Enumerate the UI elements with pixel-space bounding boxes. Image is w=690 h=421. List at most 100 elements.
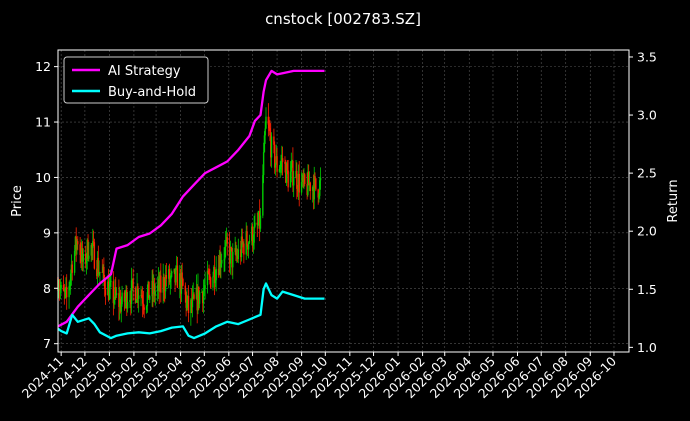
candle-body bbox=[115, 287, 117, 296]
candle-body bbox=[77, 241, 79, 245]
candle-body bbox=[141, 295, 143, 298]
candle-body bbox=[241, 236, 243, 245]
candle-body bbox=[107, 281, 110, 300]
candle-body bbox=[62, 285, 65, 291]
candle-body bbox=[248, 241, 251, 243]
candle-body bbox=[275, 156, 277, 164]
candle-body bbox=[187, 296, 189, 301]
candle-body bbox=[169, 278, 172, 283]
candle-body bbox=[315, 178, 317, 190]
candle-body bbox=[148, 281, 150, 300]
candle-body bbox=[93, 242, 96, 269]
candle-body bbox=[219, 255, 221, 268]
candle-body bbox=[239, 249, 242, 258]
candle-body bbox=[240, 236, 243, 258]
candle-body bbox=[176, 265, 179, 288]
y-axis-right: 1.0 1.5 2.0 2.5 3.0 3.5 bbox=[629, 49, 657, 355]
candle-body bbox=[112, 281, 115, 304]
candle-body bbox=[234, 248, 236, 252]
candle-body bbox=[209, 274, 211, 278]
candle-body bbox=[154, 291, 156, 296]
candle-body bbox=[68, 286, 70, 298]
candle-body bbox=[243, 243, 245, 255]
candle-body bbox=[141, 297, 144, 304]
candle-body bbox=[140, 295, 142, 296]
candle-body bbox=[235, 248, 237, 256]
candle-body bbox=[113, 299, 115, 304]
candle-body bbox=[104, 288, 107, 296]
candle-body bbox=[190, 299, 192, 314]
candle-body bbox=[126, 302, 129, 309]
candle-body bbox=[98, 272, 100, 275]
candle-body bbox=[179, 273, 182, 294]
candle-body bbox=[126, 289, 128, 309]
candle-body bbox=[108, 285, 111, 300]
y-tick-label: 10 bbox=[35, 170, 51, 185]
candle-body bbox=[193, 294, 195, 299]
candle-body bbox=[232, 251, 234, 268]
candle-body bbox=[123, 292, 126, 302]
candle-body bbox=[319, 177, 322, 181]
candle-body bbox=[198, 292, 201, 304]
candle-body bbox=[179, 273, 181, 288]
candle-body bbox=[262, 152, 265, 176]
candle-body bbox=[225, 237, 228, 243]
grid bbox=[58, 50, 629, 352]
candle-body bbox=[259, 215, 262, 229]
candle-body bbox=[103, 266, 105, 278]
candle-body bbox=[58, 289, 61, 291]
candle-body bbox=[69, 273, 72, 282]
candle-body bbox=[157, 278, 160, 286]
candle-body bbox=[273, 144, 276, 168]
candle-body bbox=[298, 173, 300, 193]
candle-body bbox=[58, 289, 60, 292]
candle-body bbox=[80, 254, 82, 262]
candle-body bbox=[317, 189, 319, 198]
candle-body bbox=[202, 290, 205, 304]
candle-body bbox=[274, 163, 277, 168]
candle-body bbox=[69, 281, 71, 287]
candle-body bbox=[173, 268, 175, 273]
candle-body bbox=[159, 275, 161, 291]
series-lines bbox=[57, 69, 325, 340]
candle-body bbox=[236, 255, 238, 257]
candle-body bbox=[224, 242, 227, 247]
candle-body bbox=[251, 226, 253, 242]
candle-body bbox=[88, 255, 90, 259]
y2-tick-label: 2.0 bbox=[637, 224, 657, 239]
candle-body bbox=[215, 268, 217, 281]
candle-body bbox=[292, 178, 295, 186]
candle-body bbox=[90, 245, 92, 256]
candle-body bbox=[231, 248, 233, 268]
candle-body bbox=[76, 241, 78, 250]
candle-body bbox=[120, 304, 122, 312]
candle-body bbox=[82, 253, 85, 262]
candle-body bbox=[91, 245, 93, 248]
candle-body bbox=[196, 287, 198, 311]
candle-body bbox=[265, 116, 267, 129]
candle-body bbox=[247, 242, 250, 250]
candle-body bbox=[270, 135, 272, 158]
candle-body bbox=[156, 285, 159, 292]
candle-body bbox=[197, 286, 199, 311]
candle-body bbox=[191, 296, 194, 308]
candle-body bbox=[115, 293, 118, 296]
candle-body bbox=[281, 158, 284, 162]
candle-body bbox=[304, 174, 306, 185]
legend: AI Strategy Buy-and-Hold bbox=[63, 56, 209, 104]
candle-body bbox=[186, 300, 188, 308]
candle-body bbox=[175, 267, 177, 283]
candle-body bbox=[97, 257, 100, 275]
candle-body bbox=[218, 255, 221, 275]
candle-body bbox=[276, 156, 278, 172]
chart-title: cnstock [002783.SZ] bbox=[265, 10, 421, 28]
candle-body bbox=[171, 272, 173, 274]
candle-body bbox=[103, 277, 106, 289]
candle-body bbox=[92, 241, 95, 243]
candle-body bbox=[306, 184, 308, 195]
candle-body bbox=[99, 271, 101, 273]
candle-body bbox=[226, 237, 228, 244]
candle-body bbox=[237, 249, 240, 260]
candle-body bbox=[59, 288, 62, 291]
